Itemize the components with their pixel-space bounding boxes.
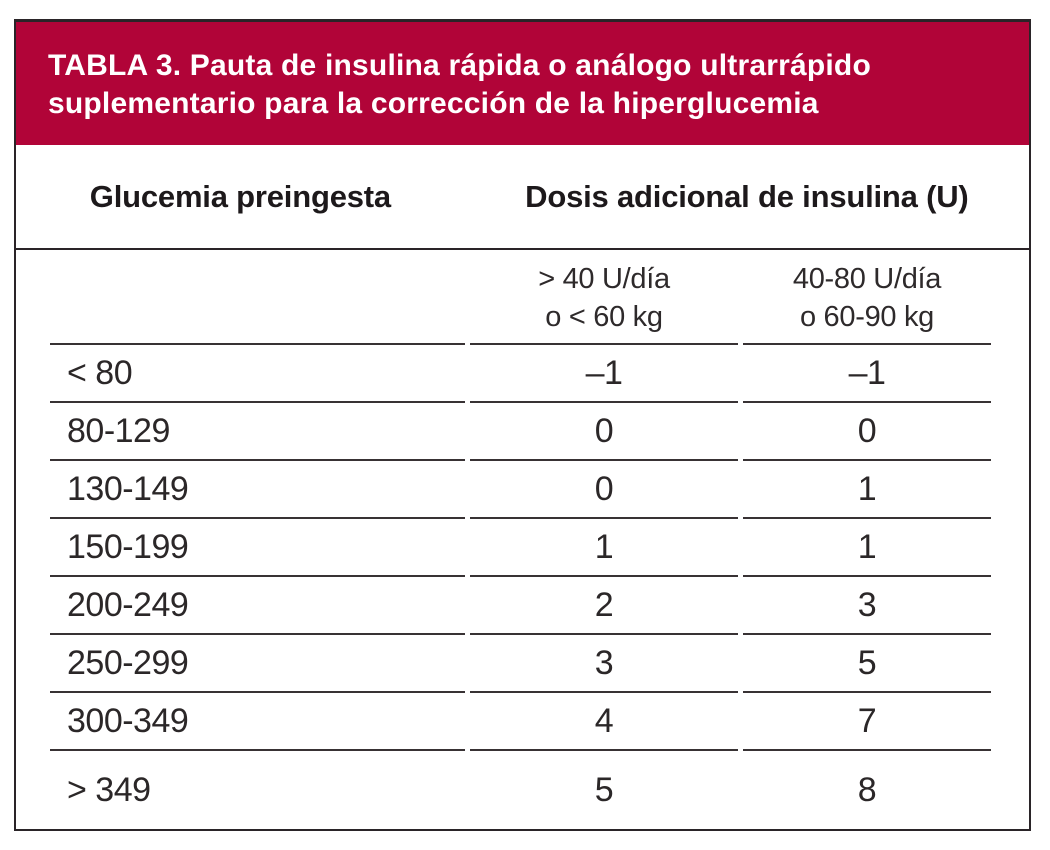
column-header-glucemia: Glucemia preingesta — [89, 178, 391, 214]
cell-glucemia: < 80 — [50, 345, 465, 403]
table-row: 150-199 1 1 — [50, 519, 991, 577]
cell-glucemia: 300-349 — [50, 693, 465, 751]
column-header-dosis: Dosis adicional de insulina (U) — [525, 178, 969, 214]
table-row: 130-149 0 1 — [50, 461, 991, 519]
cell-glucemia: > 349 — [67, 770, 151, 809]
tabla-3-frame: TABLA 3. Pauta de insulina rápida o anál… — [14, 19, 1031, 831]
cell-glucemia: 80-129 — [50, 403, 465, 461]
cell-glucemia: 250-299 — [50, 635, 465, 693]
dose-group-1-line2: o < 60 kg — [545, 301, 663, 333]
cell-dose-2: 3 — [743, 577, 991, 635]
dose-group-2-header: 40-80 U/día o 60-90 kg — [743, 250, 991, 345]
cell-dose-2: 8 — [857, 770, 877, 809]
cell-dose-2: 0 — [743, 403, 991, 461]
column-header-row: Glucemia preingesta Dosis adicional de i… — [16, 145, 1029, 250]
table-title-line1: TABLA 3. Pauta de insulina rápida o anál… — [48, 49, 871, 82]
cell-dose-1: 2 — [470, 577, 738, 635]
dose-group-2-line1: 40-80 U/día — [792, 263, 942, 295]
table-row: > 349 5 8 — [50, 751, 991, 829]
cell-dose-1: 1 — [470, 519, 738, 577]
cell-dose-2: 1 — [743, 461, 991, 519]
cell-glucemia: 130-149 — [50, 461, 465, 519]
dose-group-header-row: > 40 U/día o < 60 kg 40-80 U/día o 60-90… — [50, 250, 991, 345]
cell-dose-1: –1 — [470, 345, 738, 403]
cell-dose-2: 1 — [743, 519, 991, 577]
dose-group-2-line2: o 60-90 kg — [799, 301, 935, 333]
table-body: > 40 U/día o < 60 kg 40-80 U/día o 60-90… — [16, 250, 1029, 829]
cell-dose-2: 7 — [743, 693, 991, 751]
cell-dose-1: 0 — [470, 403, 738, 461]
cell-dose-1: 5 — [594, 770, 614, 809]
dose-group-spacer-cell — [50, 250, 465, 345]
cell-dose-2: –1 — [743, 345, 991, 403]
table-title-line2: suplementario para la corrección de la h… — [48, 87, 819, 120]
cell-dose-2: 5 — [743, 635, 991, 693]
cell-dose-1: 3 — [470, 635, 738, 693]
dose-group-1-header: > 40 U/día o < 60 kg — [470, 250, 738, 345]
table-row: < 80 –1 –1 — [50, 345, 991, 403]
dose-group-1-line1: > 40 U/día — [538, 263, 670, 295]
table-row: 250-299 3 5 — [50, 635, 991, 693]
cell-dose-1: 0 — [470, 461, 738, 519]
table-row: 200-249 2 3 — [50, 577, 991, 635]
cell-dose-1: 4 — [470, 693, 738, 751]
table-row: 300-349 4 7 — [50, 693, 991, 751]
cell-glucemia: 200-249 — [50, 577, 465, 635]
table-title-banner: TABLA 3. Pauta de insulina rápida o anál… — [16, 22, 1029, 145]
cell-glucemia: 150-199 — [50, 519, 465, 577]
table-row: 80-129 0 0 — [50, 403, 991, 461]
